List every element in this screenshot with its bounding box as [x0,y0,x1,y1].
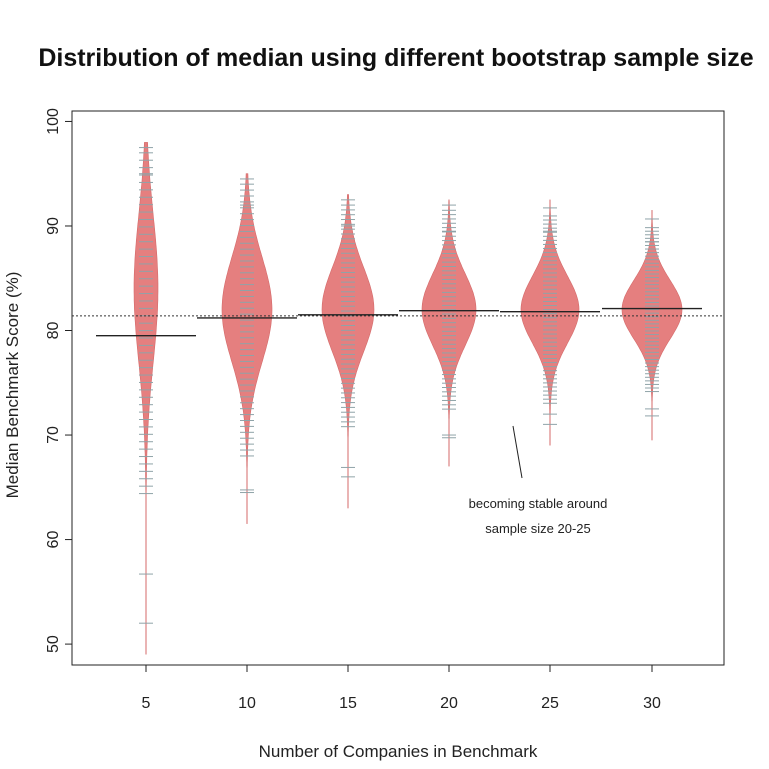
y-tick-label: 50 [45,635,62,653]
bean-5 [96,142,196,655]
y-tick-label: 100 [45,108,62,135]
bean-density [321,194,375,509]
y-tick-label: 90 [45,217,62,235]
bean-density [520,199,580,446]
y-tick-label: 60 [45,531,62,549]
x-tick-label: 10 [238,695,256,712]
bean-30 [602,210,702,441]
bean-10 [197,173,297,524]
bean-rug [442,204,456,439]
plot-frame [71,110,725,666]
bean-density [421,199,477,467]
x-tick-label: 5 [142,695,151,712]
beans-layer [96,142,702,655]
x-tick-label: 25 [541,695,559,712]
bean-rug [543,207,557,425]
bean-rug [341,199,355,478]
y-tick-label: 80 [45,322,62,340]
bean-density [221,173,273,524]
x-tick-label: 30 [643,695,661,712]
annotation-pointer-line [512,425,523,479]
y-axis-label: Median Benchmark Score (%) [3,272,22,499]
x-axis: 5 10 15 20 25 30 [142,665,661,712]
bean-density [133,142,159,655]
bean-20 [399,199,499,467]
y-tick-label: 70 [45,426,62,444]
bean-rug [645,218,659,417]
y-axis: 50 60 70 80 90 100 [45,108,72,653]
bean-rug [139,147,153,624]
bean-density [621,210,683,441]
annotation-line-1: becoming stable around [469,496,608,511]
bean-rug [240,178,254,494]
bean-15 [298,194,398,509]
x-tick-label: 20 [440,695,458,712]
x-axis-label: Number of Companies in Benchmark [259,742,538,761]
x-tick-label: 15 [339,695,357,712]
annotation-line-2: sample size 20-25 [485,521,591,536]
bean-25 [500,199,600,446]
chart-title: Distribution of median using different b… [38,44,753,72]
